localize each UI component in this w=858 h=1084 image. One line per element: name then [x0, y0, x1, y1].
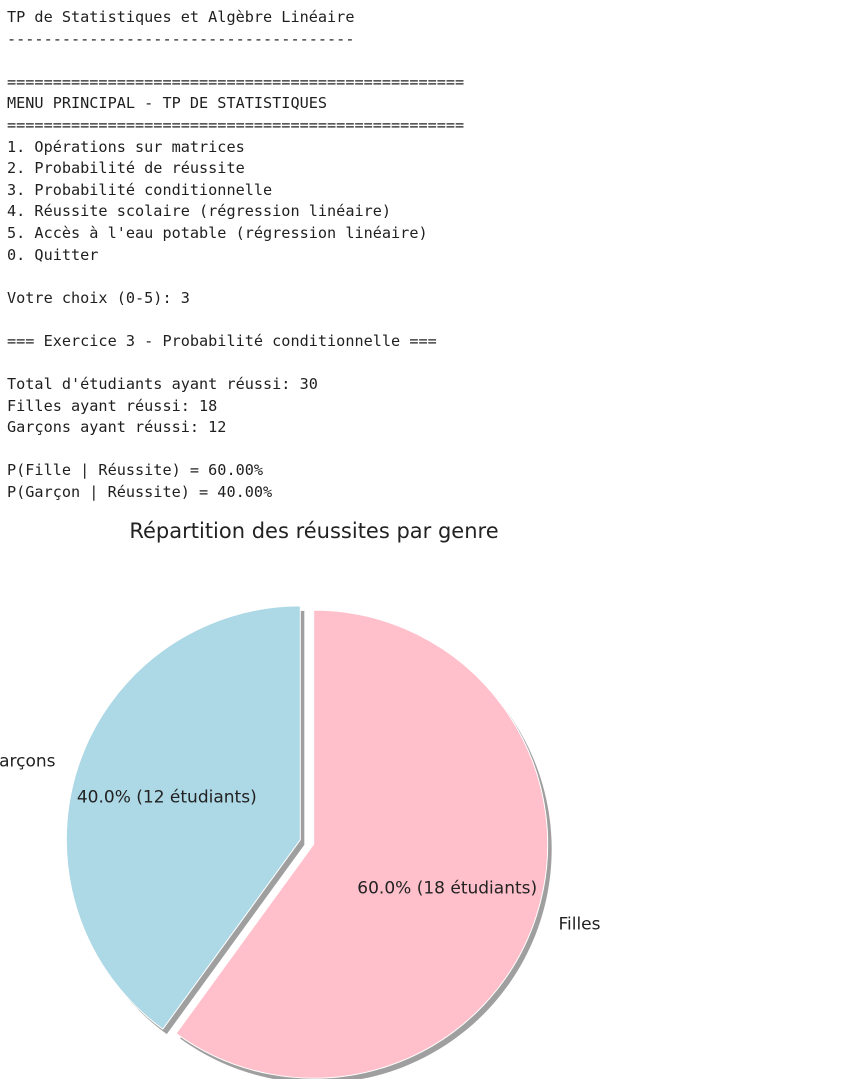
console-output: TP de Statistiques et Algèbre Linéaire --… [7, 7, 847, 504]
pie-chart-svg: Répartition des réussites par genre Garç… [0, 519, 601, 1084]
menu-item: 4. Réussite scolaire (régression linéair… [7, 202, 392, 221]
menu-item: 1. Opérations sur matrices [7, 137, 245, 156]
menu-item: 5. Accès à l'eau potable (régression lin… [7, 223, 428, 242]
exercise-heading: === Exercice 3 - Probabilité conditionne… [7, 331, 437, 350]
probability-line: P(Garçon | Réussite) = 40.00% [7, 483, 273, 502]
choice-prompt: Votre choix (0-5): 3 [7, 288, 190, 307]
console-line: -------------------------------------- [7, 29, 355, 48]
console-line [7, 439, 847, 461]
menu-title: MENU PRINCIPAL - TP DE STATISTIQUES [7, 94, 328, 113]
console-line: ========================================… [7, 72, 465, 91]
console-line: ========================================… [7, 115, 465, 134]
result-line: Garçons ayant réussi: 12 [7, 418, 227, 437]
menu-item: 2. Probabilité de réussite [7, 159, 245, 178]
pie-slice-filles [175, 609, 549, 1079]
probability-line: P(Fille | Réussite) = 60.00% [7, 461, 264, 480]
result-line: Filles ayant réussi: 18 [7, 396, 218, 415]
slice-pct-label-garons: 40.0% (12 étudiants) [77, 787, 257, 807]
console-line: TP de Statistiques et Algèbre Linéaire [7, 8, 355, 26]
slice-pct-label-filles: 60.0% (18 étudiants) [357, 879, 537, 899]
console-line [7, 50, 847, 72]
menu-item: 0. Quitter [7, 245, 99, 264]
pie-slice-garons [65, 605, 301, 1030]
result-line: Total d'étudiants ayant réussi: 30 [7, 375, 318, 394]
console-line [7, 309, 847, 331]
console-line [7, 353, 847, 375]
pie-chart: Répartition des réussites par genre Garç… [0, 508, 858, 1084]
slice-label-filles: Filles [558, 915, 600, 935]
slice-label-garons: Garçons [0, 751, 56, 771]
menu-item: 3. Probabilité conditionnelle [7, 180, 273, 199]
console-line [7, 266, 847, 288]
chart-title: Répartition des réussites par genre [129, 519, 498, 543]
